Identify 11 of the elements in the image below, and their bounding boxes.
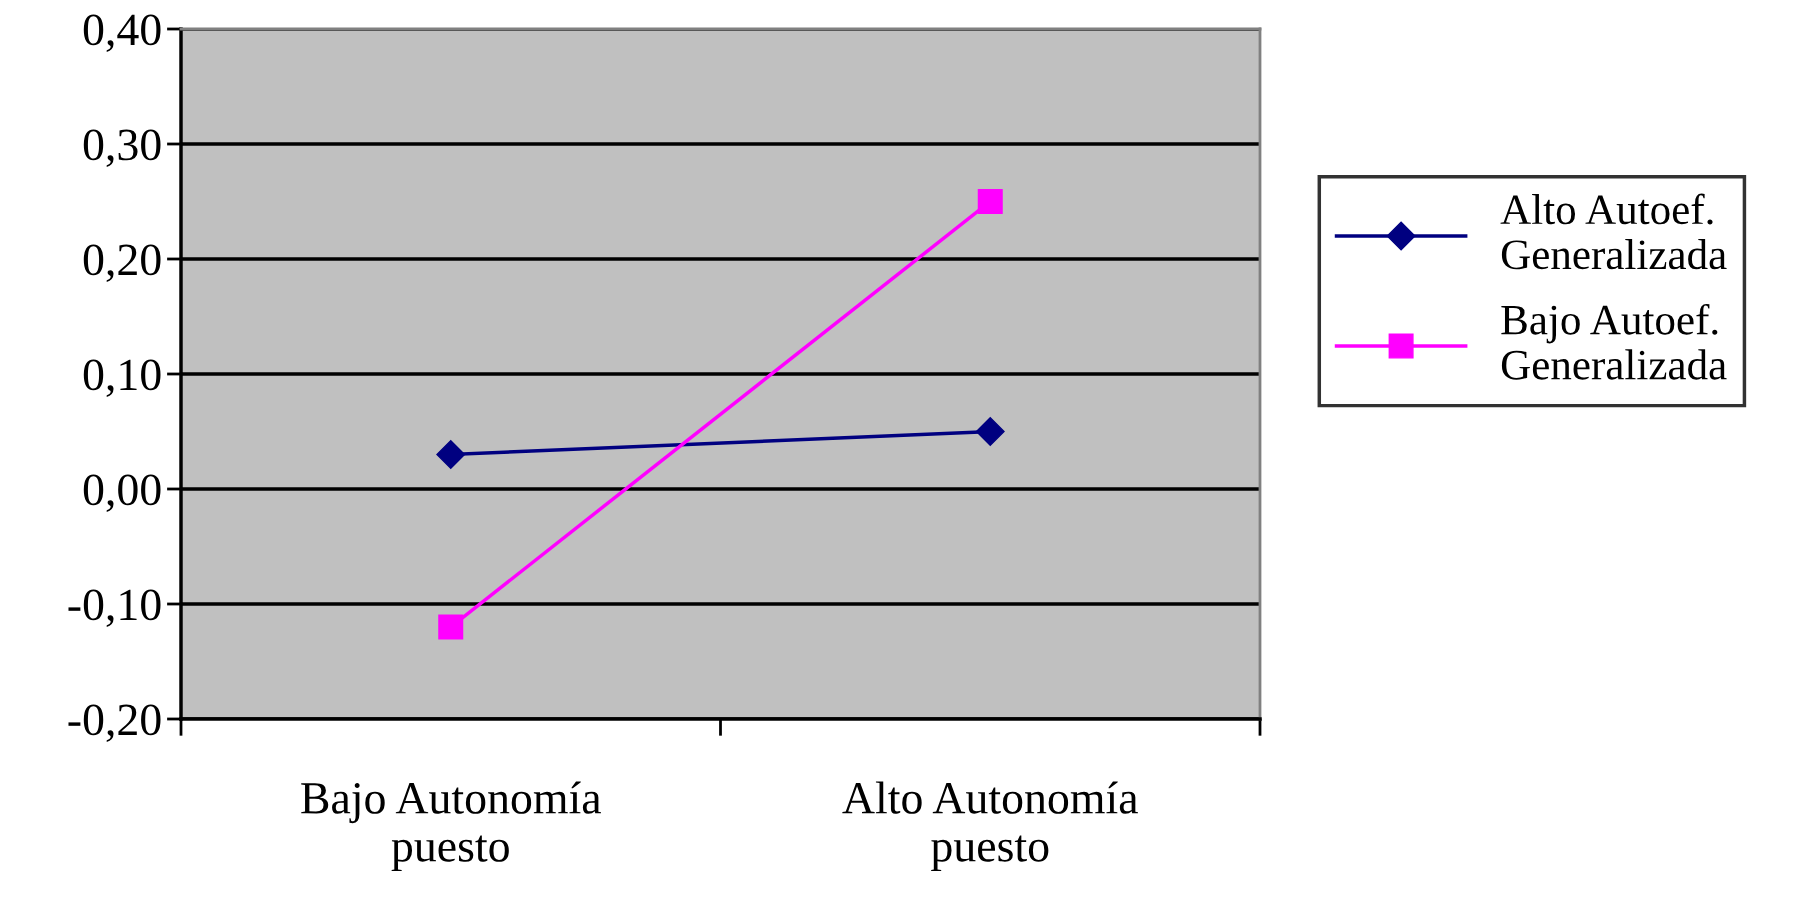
x-tick-label: Alto Autonomía puesto bbox=[842, 781, 1138, 871]
y-tick-label: -0,20 bbox=[68, 704, 161, 742]
y-tick-label: 0,30 bbox=[83, 129, 161, 167]
y-tick-label: 0,20 bbox=[83, 244, 161, 282]
y-tick-label: -0,10 bbox=[68, 589, 161, 627]
y-tick-label: 0,00 bbox=[83, 474, 161, 512]
legend-label: Bajo Autoef. Generalizada bbox=[1501, 303, 1727, 380]
y-tick-label: 0,40 bbox=[83, 14, 161, 52]
x-tick-label: Bajo Autonomía puesto bbox=[301, 781, 601, 872]
legend-label: Alto Autoef. Generalizada bbox=[1500, 193, 1727, 270]
y-tick-label: 0,10 bbox=[83, 359, 161, 397]
